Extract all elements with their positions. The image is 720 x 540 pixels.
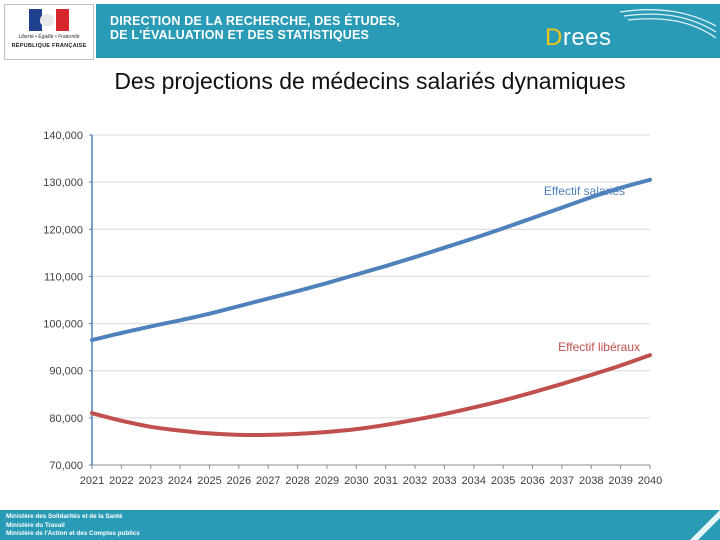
series-line-1 bbox=[90, 177, 652, 343]
header-title: DIRECTION DE LA RECHERCHE, DES ÉTUDES, D… bbox=[110, 14, 400, 42]
drees-logo: Drees bbox=[545, 24, 612, 52]
y-tick-label: 100,000 bbox=[43, 319, 83, 331]
header-title-line2: DE L'ÉVALUATION ET DES STATISTIQUES bbox=[110, 28, 370, 42]
x-tick-label: 2029 bbox=[315, 475, 339, 487]
y-tick-label: 80,000 bbox=[49, 413, 83, 425]
x-tick-label: 2026 bbox=[227, 475, 251, 487]
x-tick-label: 2032 bbox=[403, 475, 427, 487]
y-tick-label: 70,000 bbox=[49, 460, 83, 472]
series-label-2: Effectif libéraux bbox=[558, 340, 640, 354]
marianne-flag-icon bbox=[29, 9, 69, 31]
footer-ministry-3: Ministère de l'Action et des Comptes pub… bbox=[6, 530, 140, 537]
chart-title: Des projections de médecins salariés dyn… bbox=[114, 68, 626, 94]
footer-ministry-2: Ministère du Travail bbox=[6, 521, 65, 529]
x-tick-label: 2033 bbox=[432, 475, 456, 487]
footer-bar: Ministère des Solidarités et de la Santé… bbox=[0, 510, 720, 540]
republique-francaise-logo: Liberté • Égalité • Fraternité RÉPUBLIQU… bbox=[4, 4, 94, 60]
republic-motto: Liberté • Égalité • Fraternité bbox=[18, 34, 80, 40]
y-tick-label: 130,000 bbox=[43, 177, 83, 189]
x-tick-label: 2034 bbox=[462, 475, 486, 487]
x-tick-label: 2040 bbox=[638, 475, 662, 487]
x-tick-label: 2038 bbox=[579, 475, 603, 487]
series-label-1: Effectif salariés bbox=[544, 184, 625, 198]
drees-swoosh-icon bbox=[619, 9, 717, 39]
x-tick-label: 2037 bbox=[550, 475, 574, 487]
x-tick-label: 2025 bbox=[197, 475, 221, 487]
x-tick-label: 2021 bbox=[80, 475, 104, 487]
y-tick-label: 140,000 bbox=[43, 130, 83, 142]
x-tick-label: 2024 bbox=[168, 475, 192, 487]
x-tick-label: 2035 bbox=[491, 475, 515, 487]
republic-name: RÉPUBLIQUE FRANÇAISE bbox=[11, 43, 87, 49]
x-tick-label: 2036 bbox=[520, 475, 544, 487]
y-tick-label: 90,000 bbox=[49, 366, 83, 378]
y-tick-label: 120,000 bbox=[43, 224, 83, 236]
series-line-2 bbox=[90, 353, 652, 437]
x-tick-label: 2027 bbox=[256, 475, 280, 487]
drees-logo-initial: D bbox=[545, 24, 563, 51]
x-tick-label: 2023 bbox=[138, 475, 162, 487]
x-tick-label: 2022 bbox=[109, 475, 133, 487]
footer-ministries: Ministère des Solidarités et de la Santé… bbox=[6, 513, 140, 539]
x-tick-label: 2031 bbox=[373, 475, 397, 487]
line-chart: 70,000 80,000 90,000 100,000 110,000 120,000 1… bbox=[43, 130, 662, 487]
footer-ministry-1: Ministère des Solidarités et de la Santé bbox=[6, 513, 123, 520]
header-title-line1: DIRECTION DE LA RECHERCHE, DES ÉTUDES, bbox=[110, 14, 400, 28]
x-tick-label: 2028 bbox=[285, 475, 309, 487]
footer-corner-decoration-icon bbox=[690, 510, 720, 540]
x-tick-label: 2039 bbox=[608, 475, 632, 487]
header-banner bbox=[96, 4, 720, 58]
x-tick-label: 2030 bbox=[344, 475, 368, 487]
drees-logo-rest: rees bbox=[562, 24, 612, 51]
y-tick-label: 110,000 bbox=[44, 271, 83, 283]
